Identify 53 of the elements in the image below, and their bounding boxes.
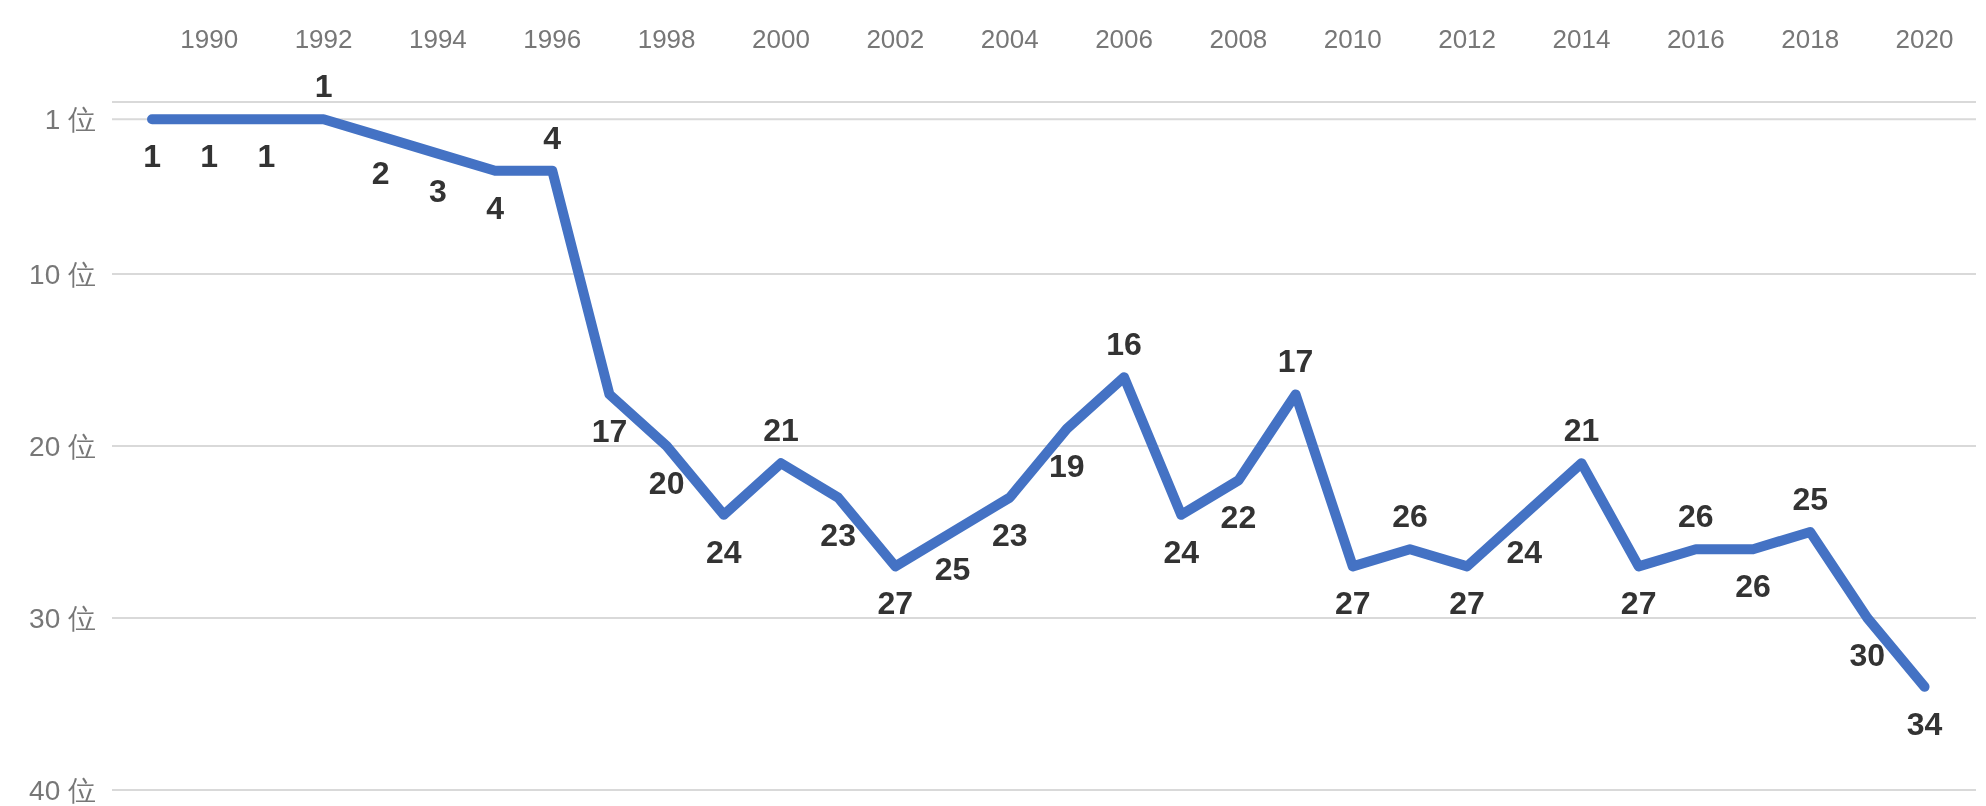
x-tick-label: 2008 — [1209, 24, 1268, 54]
x-tick-label: 2012 — [1438, 24, 1497, 54]
data-label: 17 — [591, 413, 628, 450]
data-label: 27 — [1334, 585, 1371, 622]
x-tick-label: 2020 — [1895, 24, 1954, 54]
data-label: 34 — [1906, 705, 1943, 742]
data-label: 22 — [1220, 499, 1257, 536]
data-label: 23 — [991, 516, 1028, 553]
data-label: 21 — [1563, 412, 1600, 449]
y-tick-label: 40 位 — [29, 775, 96, 806]
data-label: 17 — [1277, 343, 1314, 380]
data-label: 26 — [1678, 498, 1714, 535]
y-tick-label: 30 位 — [29, 603, 96, 634]
x-tick-label: 2018 — [1781, 24, 1840, 54]
y-tick-label: 20 位 — [29, 431, 96, 462]
data-label: 1 — [314, 68, 333, 105]
data-label: 1 — [143, 138, 161, 175]
data-label: 25 — [934, 551, 971, 587]
x-tick-label: 1992 — [294, 24, 353, 54]
data-label: 26 — [1735, 568, 1771, 605]
y-tick-label: 10 位 — [29, 259, 96, 290]
data-label: 27 — [1449, 585, 1485, 622]
data-label: 20 — [648, 465, 685, 501]
data-label: 4 — [486, 189, 505, 226]
data-label: 27 — [877, 585, 914, 622]
x-tick-label: 1994 — [408, 24, 467, 54]
data-label: 16 — [1106, 326, 1142, 363]
x-tick-label: 2010 — [1323, 24, 1382, 54]
x-tick-label: 2006 — [1095, 24, 1153, 54]
x-tick-label: 2016 — [1666, 24, 1725, 54]
data-label: 24 — [1506, 533, 1543, 570]
data-label: 27 — [1620, 585, 1657, 622]
data-label: 4 — [543, 119, 562, 156]
data-label: 30 — [1849, 637, 1886, 673]
x-tick-label: 2004 — [980, 24, 1039, 54]
data-label: 24 — [706, 533, 742, 570]
x-tick-label: 1990 — [180, 24, 239, 54]
y-tick-label: 1 位 — [44, 104, 96, 136]
x-tick-label: 2014 — [1552, 24, 1611, 54]
data-label: 19 — [1049, 447, 1085, 484]
x-tick-label: 1998 — [637, 24, 696, 54]
data-label: 26 — [1392, 498, 1428, 535]
data-label: 23 — [820, 516, 856, 553]
data-label: 1 — [200, 138, 219, 175]
data-label: 24 — [1163, 533, 1200, 570]
data-label: 21 — [763, 412, 799, 449]
data-label: 1 — [257, 138, 276, 175]
x-tick-label: 1996 — [523, 24, 582, 54]
data-label: 25 — [1792, 481, 1828, 517]
data-label: 2 — [371, 155, 390, 192]
x-tick-label: 2002 — [866, 24, 925, 54]
data-label: 3 — [429, 172, 447, 209]
x-tick-label: 2000 — [752, 24, 810, 54]
